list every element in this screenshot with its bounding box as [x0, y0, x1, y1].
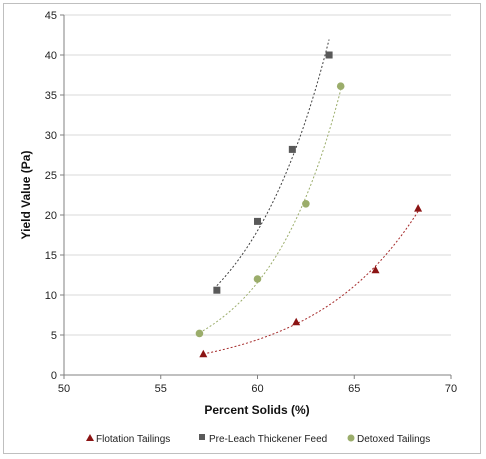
- axes: [60, 14, 452, 379]
- tick-labels: 0 5 10 15 20 25 30 35 40 45 50 55 60 65 70: [45, 10, 457, 395]
- y-tick-label: 45: [45, 10, 57, 22]
- legend-label: Pre-Leach Thickener Feed: [209, 434, 327, 445]
- y-axis-title: Yield Value (Pa): [19, 151, 33, 240]
- data-point-circle: [253, 275, 262, 283]
- legend-item-detoxed-tailings: Detoxed Tailings: [347, 434, 430, 445]
- trendlines: [199, 39, 419, 355]
- y-tick-label: 30: [45, 130, 57, 142]
- legend-marker-circle: [347, 434, 355, 442]
- data-point-triangle: [199, 349, 208, 358]
- data-point-square: [325, 51, 333, 59]
- legend-label: Flotation Tailings: [96, 434, 170, 445]
- legend-item-pre-leach-thickener-feed: Pre-Leach Thickener Feed: [199, 434, 327, 445]
- x-tick-label: 60: [251, 383, 263, 395]
- legend-item-flotation-tailings: Flotation Tailings: [86, 434, 170, 445]
- data-point-triangle: [292, 317, 301, 326]
- data-point-square: [288, 145, 296, 153]
- x-tick-label: 70: [445, 383, 457, 395]
- trendline-square: [216, 39, 330, 287]
- y-tick-label: 20: [45, 210, 57, 222]
- data-point-circle: [195, 329, 204, 338]
- x-tick-label: 50: [58, 383, 70, 395]
- data-point-circle: [336, 82, 345, 90]
- y-tick-label: 0: [51, 370, 57, 382]
- chart-frame: [3, 3, 481, 454]
- data-point-square: [254, 217, 261, 225]
- data-point-square: [213, 286, 221, 294]
- gridlines: [64, 14, 451, 336]
- x-tick-label: 55: [155, 383, 167, 395]
- y-tick-label: 15: [45, 250, 57, 262]
- x-axis-title: Percent Solids (%): [204, 403, 309, 417]
- y-tick-label: 25: [45, 170, 57, 182]
- y-tick-label: 35: [45, 90, 57, 102]
- trendline-triangle: [203, 211, 419, 355]
- legend-marker-triangle: [86, 434, 94, 441]
- data-point-triangle: [371, 265, 380, 274]
- data-point-circle: [302, 200, 310, 208]
- y-tick-label: 10: [45, 290, 57, 302]
- legend-marker-square: [199, 434, 205, 440]
- trendline-circle: [199, 89, 342, 334]
- legend-label: Detoxed Tailings: [357, 434, 430, 445]
- legend: Flotation Tailings Pre-Leach Thickener F…: [86, 434, 430, 445]
- data-points: [195, 51, 423, 358]
- data-point-triangle: [414, 204, 423, 212]
- y-tick-label: 40: [45, 50, 57, 62]
- y-tick-label: 5: [51, 330, 57, 342]
- x-tick-label: 65: [348, 383, 360, 395]
